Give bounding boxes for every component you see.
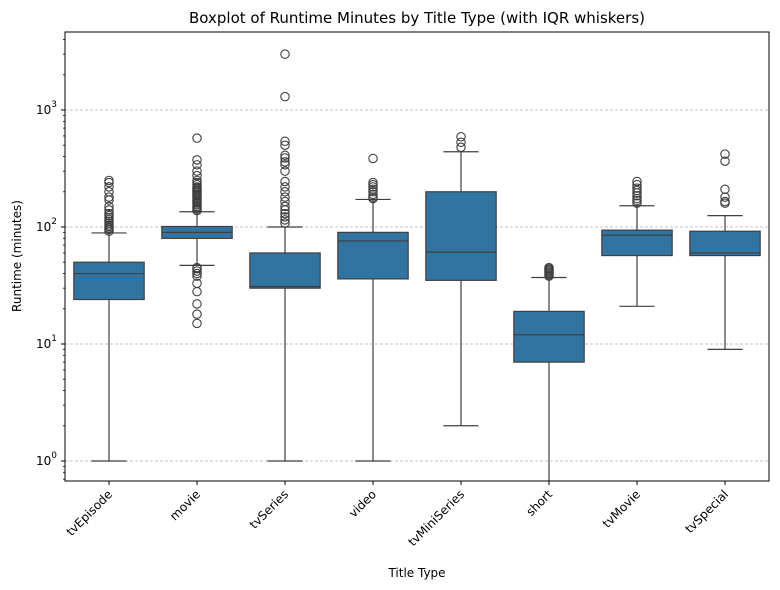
outlier-point [104, 175, 114, 186]
outlier-point [192, 268, 202, 279]
iqr-box [337, 231, 409, 280]
iqr-box [601, 229, 673, 257]
box-tvMiniSeries [425, 132, 497, 427]
outlier-point [632, 185, 642, 196]
outlier-point [368, 192, 378, 202]
y-axis-label: Runtime (minutes) [10, 200, 24, 312]
x-tick-label: movie [167, 487, 203, 523]
outlier-point [192, 318, 202, 329]
iqr-box [513, 310, 585, 363]
outlier-point [280, 208, 290, 219]
box-video [337, 153, 409, 462]
outlier-point [456, 137, 466, 148]
x-tick-label: tvMiniSeries [405, 487, 467, 549]
outlier-point [104, 187, 114, 197]
outlier-point [280, 182, 290, 192]
iqr-box [425, 191, 497, 281]
outlier-point [192, 309, 202, 319]
box-tvSpecial [689, 149, 761, 350]
outlier-point [104, 182, 114, 192]
outlier-point [280, 136, 290, 147]
outlier-point [456, 142, 466, 153]
outlier-point [192, 262, 202, 273]
outlier-point [368, 189, 378, 200]
outlier-point [280, 218, 290, 228]
outlier-point [192, 286, 202, 297]
plot-frame [64, 31, 770, 482]
outlier-point [720, 196, 730, 207]
y-tick-label: 100 [36, 451, 57, 468]
outlier-point [632, 176, 642, 187]
outlier-point [192, 266, 202, 276]
outlier-point [368, 187, 378, 197]
outlier-point [280, 192, 290, 202]
x-axis: tvEpisode movie tvSeries video tvMiniSeries s… [64, 481, 731, 549]
outlier-point [280, 176, 290, 187]
outlier-point [280, 215, 290, 225]
outlier-point [104, 201, 114, 212]
outlier-point [720, 192, 730, 202]
outlier-point [280, 212, 290, 222]
outlier-point [544, 262, 554, 273]
grid-lines [65, 109, 769, 462]
outlier-point [720, 149, 730, 159]
box-short [513, 262, 585, 481]
outlier-point [456, 132, 466, 142]
y-tick-label: 101 [36, 334, 57, 351]
outlier-point [632, 190, 642, 201]
iqr-box [73, 261, 145, 301]
outlier-point [280, 187, 290, 197]
outlier-point [368, 182, 378, 192]
x-tick-label: tvMovie [600, 487, 643, 530]
outlier-point [280, 160, 290, 170]
outlier-point [280, 166, 290, 176]
outlier-point [104, 192, 114, 202]
outlier-point [192, 175, 202, 186]
outlier-point [368, 184, 378, 195]
box-tvMovie [601, 176, 673, 307]
x-tick-label: short [523, 487, 555, 519]
outlier-point [280, 201, 290, 212]
iqr-box [689, 230, 761, 257]
y-tick-label: 103 [36, 100, 57, 117]
outlier-point [192, 299, 202, 309]
outlier-point [720, 184, 730, 195]
outlier-point [368, 177, 378, 188]
box-movie [161, 133, 233, 329]
outlier-point [280, 140, 290, 150]
outlier-point [720, 156, 730, 166]
iqr-box [249, 252, 321, 289]
x-tick-label: tvSeries [247, 487, 291, 531]
x-tick-label: tvEpisode [64, 487, 116, 539]
outlier-point [192, 160, 202, 170]
y-tick-label: 102 [36, 217, 57, 234]
box-tvSeries [249, 49, 321, 462]
outlier-point [192, 278, 202, 289]
outlier-point [192, 182, 202, 192]
x-axis-label: Title Type [387, 566, 445, 580]
x-tick-label: tvSpecial [682, 487, 731, 536]
outlier-point [104, 208, 114, 219]
y-axis: 100 101 102 103 [36, 39, 65, 480]
outlier-point [280, 49, 290, 59]
outlier-point [280, 196, 290, 207]
outlier-point [192, 170, 202, 181]
chart-title: Boxplot of Runtime Minutes by Title Type… [189, 9, 645, 27]
x-tick-label: video [346, 487, 379, 520]
outlier-point [104, 205, 114, 215]
outlier-point [368, 153, 378, 164]
outlier-point [632, 179, 642, 190]
outlier-point [632, 183, 642, 193]
outlier-point [192, 155, 202, 165]
outlier-point [280, 150, 290, 161]
outlier-point [280, 157, 290, 167]
boxes-layer [73, 49, 761, 481]
outlier-point [192, 166, 202, 176]
outlier-point [280, 153, 290, 163]
outlier-point [632, 198, 642, 208]
box-tvEpisode [73, 175, 145, 462]
outlier-point [192, 133, 202, 143]
outlier-point [280, 91, 290, 102]
